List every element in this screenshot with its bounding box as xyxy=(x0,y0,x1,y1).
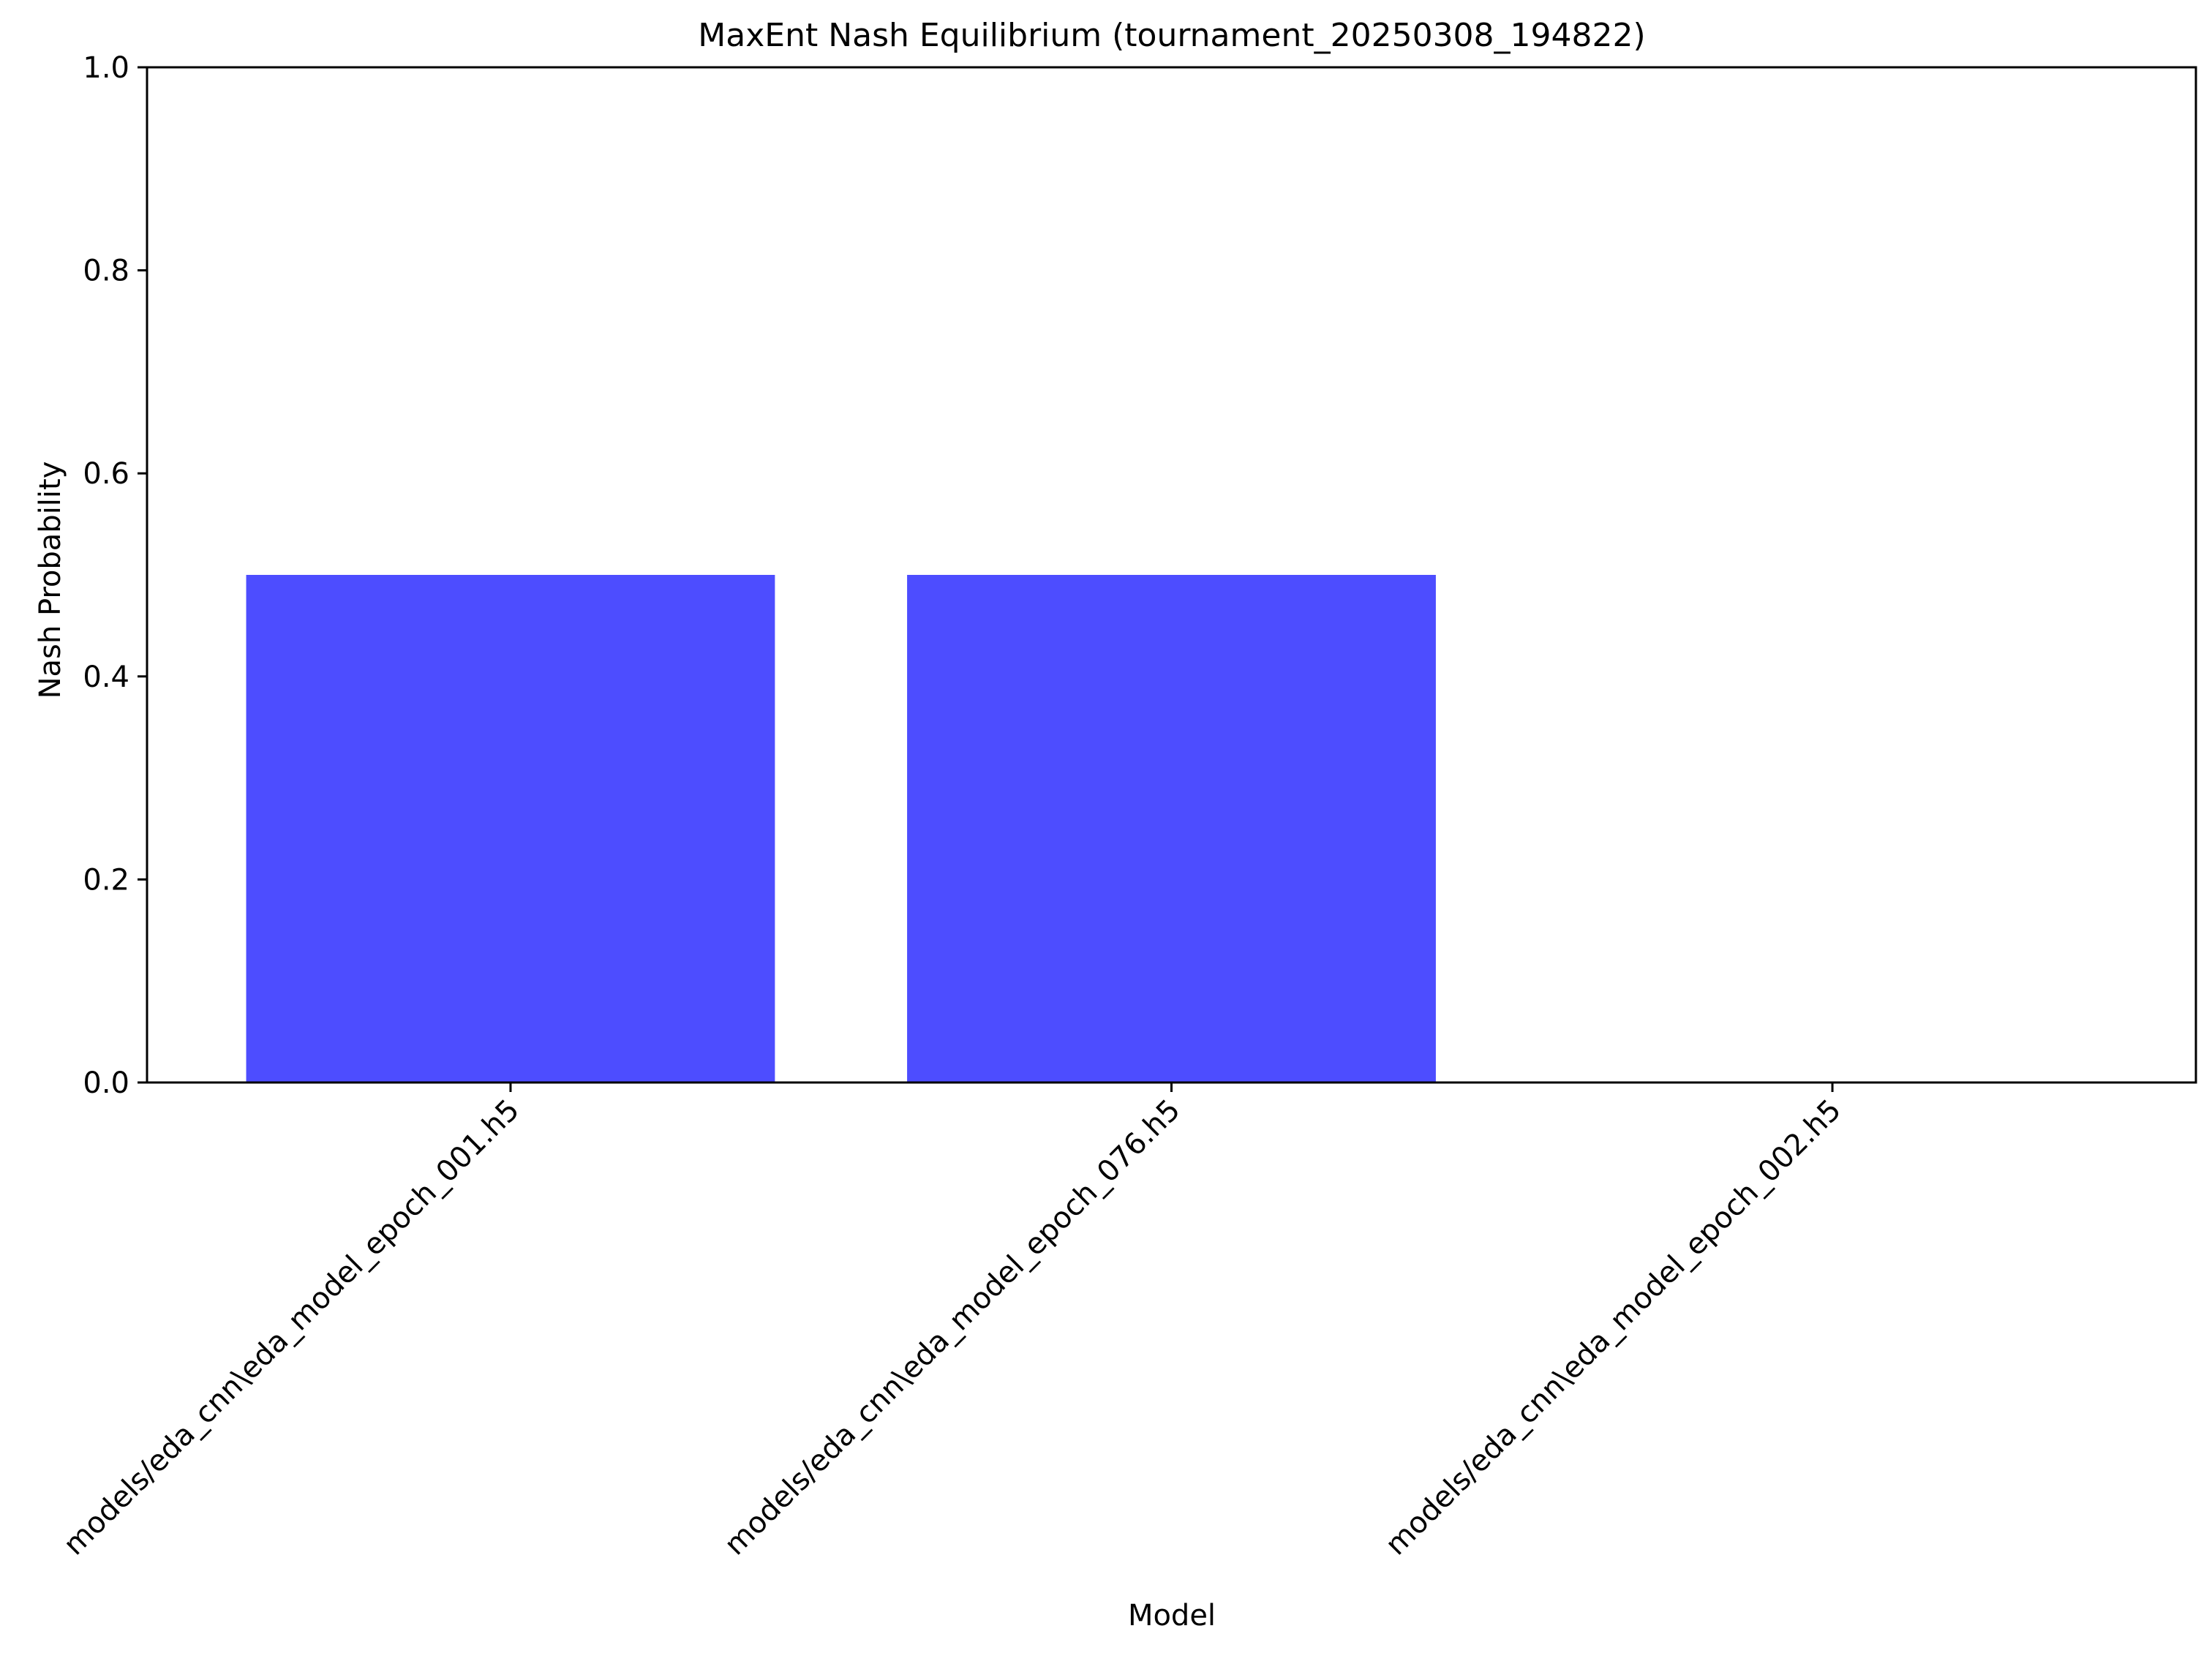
bars-layer xyxy=(246,575,1436,1082)
x-axis-label: Model xyxy=(1128,1599,1216,1633)
x-tick-label: models/eda_cnn\eda_model_epoch_002.h5 xyxy=(1379,1093,1848,1562)
x-tick-label: models/eda_cnn\eda_model_epoch_001.h5 xyxy=(57,1093,526,1562)
labels-layer: MaxEnt Nash Equilibrium (tournament_2025… xyxy=(34,17,1646,1633)
chart-title: MaxEnt Nash Equilibrium (tournament_2025… xyxy=(698,17,1645,54)
y-tick-label: 0.2 xyxy=(83,863,129,897)
y-tick-label: 0.8 xyxy=(83,255,129,288)
y-tick-label: 0.6 xyxy=(83,457,129,491)
y-axis-label: Nash Probability xyxy=(34,462,67,699)
x-tick-label: models/eda_cnn\eda_model_epoch_076.h5 xyxy=(718,1093,1187,1562)
y-tick-label: 0.4 xyxy=(83,660,129,694)
bar-2 xyxy=(907,575,1436,1082)
y-tick-label: 1.0 xyxy=(83,51,129,85)
y-tick-label: 0.0 xyxy=(83,1066,129,1100)
bar-1 xyxy=(246,575,775,1082)
